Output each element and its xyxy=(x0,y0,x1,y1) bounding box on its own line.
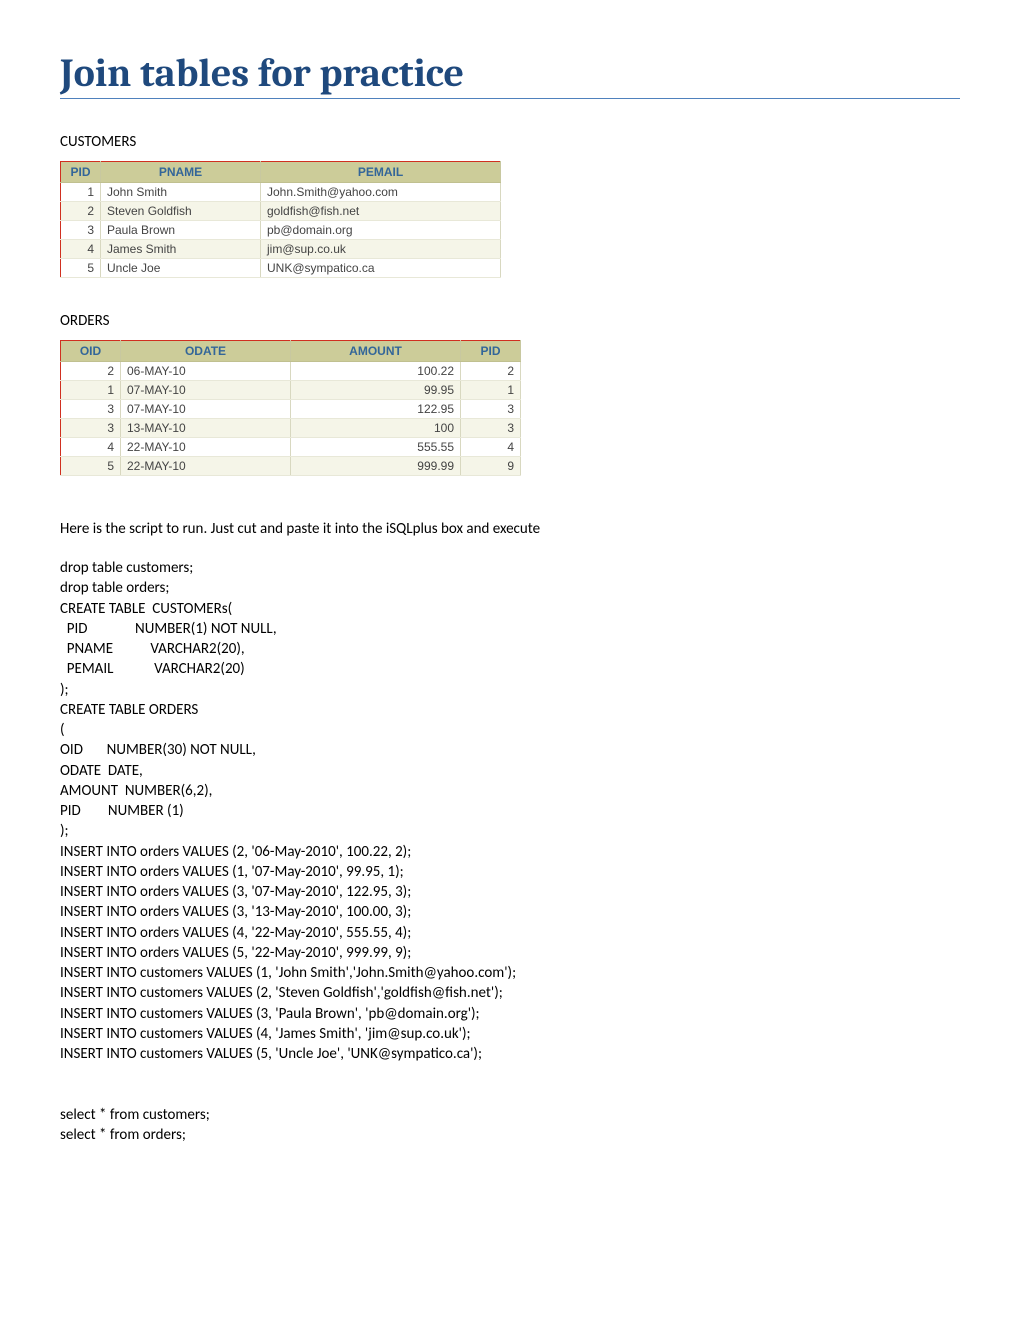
table-cell: 1 xyxy=(61,183,101,202)
instruction-text: Here is the script to run. Just cut and … xyxy=(60,520,960,538)
table-cell: UNK@sympatico.ca xyxy=(261,259,501,278)
column-header: PID xyxy=(461,341,521,362)
table-cell: 100 xyxy=(291,419,461,438)
customers-label: CUSTOMERS xyxy=(60,133,960,151)
table-cell: 122.95 xyxy=(291,400,461,419)
table-cell: 9 xyxy=(461,457,521,476)
table-cell: goldfish@fish.net xyxy=(261,202,501,221)
table-cell: James Smith xyxy=(101,240,261,259)
column-header: PID xyxy=(61,162,101,183)
column-header: PEMAIL xyxy=(261,162,501,183)
table-cell: 22-MAY-10 xyxy=(121,457,291,476)
table-cell: Steven Goldfish xyxy=(101,202,261,221)
table-cell: 2 xyxy=(461,362,521,381)
table-cell: 4 xyxy=(61,240,101,259)
page-title: Join tables for practice xyxy=(60,50,960,99)
table-row: 522-MAY-10999.999 xyxy=(61,457,521,476)
table-cell: 3 xyxy=(461,400,521,419)
table-cell: 3 xyxy=(61,221,101,240)
table-cell: 100.22 xyxy=(291,362,461,381)
table-cell: Paula Brown xyxy=(101,221,261,240)
table-cell: John Smith xyxy=(101,183,261,202)
table-cell: 2 xyxy=(61,202,101,221)
sql-script: drop table customers; drop table orders;… xyxy=(60,558,960,1145)
column-header: ODATE xyxy=(121,341,291,362)
table-cell: pb@domain.org xyxy=(261,221,501,240)
table-cell: 99.95 xyxy=(291,381,461,400)
table-cell: jim@sup.co.uk xyxy=(261,240,501,259)
table-cell: 1 xyxy=(461,381,521,400)
table-row: 1John SmithJohn.Smith@yahoo.com xyxy=(61,183,501,202)
table-cell: 22-MAY-10 xyxy=(121,438,291,457)
table-cell: 555.55 xyxy=(291,438,461,457)
table-cell: 2 xyxy=(61,362,121,381)
customers-table: PIDPNAMEPEMAIL1John SmithJohn.Smith@yaho… xyxy=(60,161,501,278)
column-header: AMOUNT xyxy=(291,341,461,362)
table-cell: 07-MAY-10 xyxy=(121,381,291,400)
table-cell: 1 xyxy=(61,381,121,400)
orders-table: OIDODATEAMOUNTPID206-MAY-10100.222107-MA… xyxy=(60,340,521,476)
table-row: 3Paula Brownpb@domain.org xyxy=(61,221,501,240)
table-cell: 13-MAY-10 xyxy=(121,419,291,438)
orders-label: ORDERS xyxy=(60,312,960,330)
table-row: 313-MAY-101003 xyxy=(61,419,521,438)
table-row: 307-MAY-10122.953 xyxy=(61,400,521,419)
table-cell: 3 xyxy=(461,419,521,438)
table-cell: 999.99 xyxy=(291,457,461,476)
table-cell: 4 xyxy=(61,438,121,457)
table-row: 206-MAY-10100.222 xyxy=(61,362,521,381)
column-header: PNAME xyxy=(101,162,261,183)
table-cell: 5 xyxy=(61,259,101,278)
table-cell: Uncle Joe xyxy=(101,259,261,278)
table-row: 2Steven Goldfishgoldfish@fish.net xyxy=(61,202,501,221)
table-cell: John.Smith@yahoo.com xyxy=(261,183,501,202)
table-row: 422-MAY-10555.554 xyxy=(61,438,521,457)
table-cell: 5 xyxy=(61,457,121,476)
table-cell: 3 xyxy=(61,419,121,438)
table-row: 5Uncle JoeUNK@sympatico.ca xyxy=(61,259,501,278)
table-cell: 06-MAY-10 xyxy=(121,362,291,381)
column-header: OID xyxy=(61,341,121,362)
table-cell: 3 xyxy=(61,400,121,419)
table-cell: 07-MAY-10 xyxy=(121,400,291,419)
table-cell: 4 xyxy=(461,438,521,457)
table-row: 107-MAY-1099.951 xyxy=(61,381,521,400)
table-row: 4James Smithjim@sup.co.uk xyxy=(61,240,501,259)
